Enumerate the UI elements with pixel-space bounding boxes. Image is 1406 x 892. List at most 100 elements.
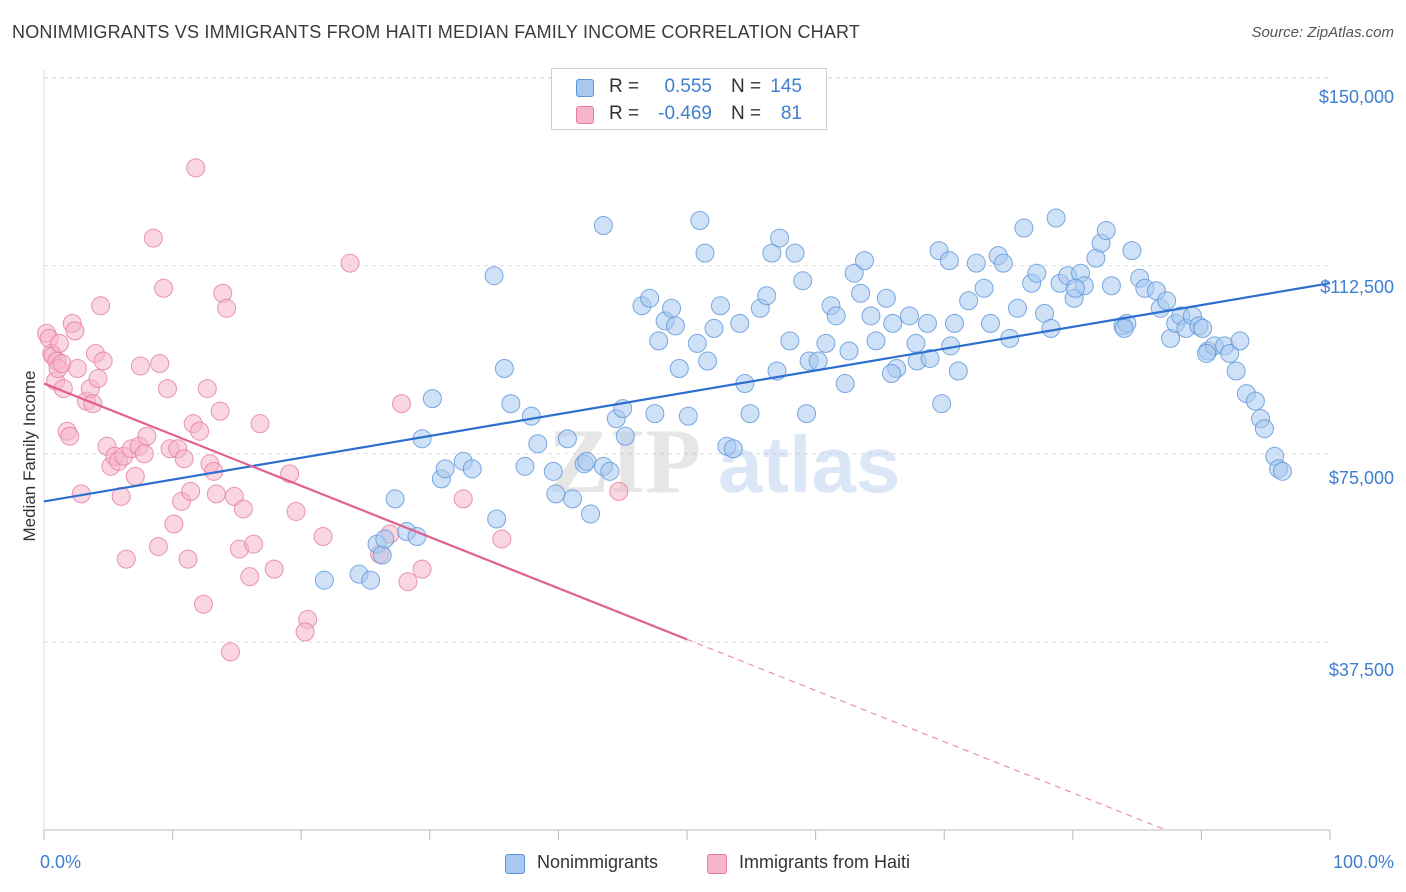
point-nonimmigrants xyxy=(883,313,903,333)
point-nonimmigrants xyxy=(528,434,548,454)
y-axis-label: Median Family Income xyxy=(20,370,39,542)
point-nonimmigrants xyxy=(543,461,563,481)
point-haiti xyxy=(178,549,198,569)
point-haiti xyxy=(125,466,145,486)
y-tick-label: $37,500 xyxy=(1328,660,1394,680)
point-nonimmigrants xyxy=(835,374,855,394)
axis-layer xyxy=(43,70,1331,840)
point-nonimmigrants xyxy=(385,489,405,509)
chart-title: NONIMMIGRANTS VS IMMIGRANTS FROM HAITI M… xyxy=(12,22,861,42)
point-nonimmigrants xyxy=(966,253,986,273)
point-nonimmigrants xyxy=(839,341,859,361)
point-nonimmigrants xyxy=(730,313,750,333)
point-nonimmigrants xyxy=(948,361,968,381)
point-haiti xyxy=(220,642,240,662)
point-haiti xyxy=(206,484,226,504)
point-haiti xyxy=(67,359,87,379)
point-haiti xyxy=(157,379,177,399)
point-nonimmigrants xyxy=(920,348,940,368)
legend-label: Immigrants from Haiti xyxy=(739,852,911,872)
point-nonimmigrants xyxy=(640,288,660,308)
point-nonimmigrants xyxy=(932,394,952,414)
point-nonimmigrants xyxy=(1101,276,1121,296)
legend-r-label: R = xyxy=(609,76,640,97)
point-nonimmigrants xyxy=(816,333,836,353)
point-nonimmigrants xyxy=(1096,221,1116,241)
series-immigrants-from-haiti xyxy=(37,158,629,662)
point-nonimmigrants xyxy=(770,228,790,248)
point-nonimmigrants xyxy=(876,288,896,308)
point-haiti xyxy=(150,353,170,373)
point-nonimmigrants xyxy=(1230,331,1250,351)
point-nonimmigrants xyxy=(740,404,760,424)
point-haiti xyxy=(286,501,306,521)
point-haiti xyxy=(154,278,174,298)
point-nonimmigrants xyxy=(494,359,514,379)
point-nonimmigrants xyxy=(1014,218,1034,238)
point-nonimmigrants xyxy=(422,389,442,409)
series-nonimmigrants xyxy=(314,208,1292,590)
point-nonimmigrants xyxy=(435,459,455,479)
point-nonimmigrants xyxy=(1027,263,1047,283)
point-nonimmigrants xyxy=(757,286,777,306)
chart-source: Source: ZipAtlas.com xyxy=(1251,24,1394,41)
point-nonimmigrants xyxy=(1046,208,1066,228)
point-nonimmigrants xyxy=(665,316,685,336)
point-haiti xyxy=(295,622,315,642)
point-nonimmigrants xyxy=(375,529,395,549)
legend-n-value: 145 xyxy=(770,76,802,97)
legend-swatch-blue xyxy=(505,854,525,874)
point-nonimmigrants xyxy=(593,216,613,236)
point-haiti xyxy=(264,559,284,579)
point-haiti xyxy=(412,559,432,579)
point-nonimmigrants xyxy=(372,545,392,565)
point-nonimmigrants xyxy=(1157,291,1177,311)
point-nonimmigrants xyxy=(899,306,919,326)
point-nonimmigrants xyxy=(669,359,689,379)
point-nonimmigrants xyxy=(762,243,782,263)
point-nonimmigrants xyxy=(577,451,597,471)
point-nonimmigrants xyxy=(1226,361,1246,381)
trendline-haiti-extension xyxy=(686,638,1167,831)
point-haiti xyxy=(453,489,473,509)
point-haiti xyxy=(116,549,136,569)
point-haiti xyxy=(492,529,512,549)
point-nonimmigrants xyxy=(698,351,718,371)
point-nonimmigrants xyxy=(695,243,715,263)
legend-r-value: 0.555 xyxy=(664,76,712,97)
point-nonimmigrants xyxy=(690,211,710,231)
legend-swatch-pink xyxy=(576,106,594,124)
point-haiti xyxy=(181,481,201,501)
point-nonimmigrants xyxy=(1041,318,1061,338)
watermark: ZIP atlas xyxy=(548,410,900,512)
point-nonimmigrants xyxy=(959,291,979,311)
point-nonimmigrants xyxy=(1197,343,1217,363)
point-nonimmigrants xyxy=(826,306,846,326)
point-haiti xyxy=(93,351,113,371)
point-nonimmigrants xyxy=(881,364,901,384)
point-nonimmigrants xyxy=(980,313,1000,333)
x-tick-label-min: 0.0% xyxy=(40,852,82,872)
point-haiti xyxy=(392,394,412,414)
point-haiti xyxy=(137,426,157,446)
point-nonimmigrants xyxy=(780,331,800,351)
point-haiti xyxy=(250,414,270,434)
point-nonimmigrants xyxy=(600,461,620,481)
point-nonimmigrants xyxy=(687,333,707,353)
point-haiti xyxy=(609,481,629,501)
point-haiti xyxy=(174,449,194,469)
correlation-legend: R = 0.555 N = 145 R = -0.469 N = 81 xyxy=(551,68,827,130)
point-nonimmigrants xyxy=(723,439,743,459)
point-nonimmigrants xyxy=(1008,298,1028,318)
point-nonimmigrants xyxy=(649,331,669,351)
point-nonimmigrants xyxy=(484,266,504,286)
point-haiti xyxy=(164,514,184,534)
point-nonimmigrants xyxy=(906,333,926,353)
point-haiti xyxy=(313,527,333,547)
legend-label: Nonimmigrants xyxy=(537,852,659,872)
point-nonimmigrants xyxy=(1114,318,1134,338)
point-haiti xyxy=(190,421,210,441)
legend-r-value: -0.469 xyxy=(658,103,712,124)
point-nonimmigrants xyxy=(785,243,805,263)
point-nonimmigrants xyxy=(678,406,698,426)
